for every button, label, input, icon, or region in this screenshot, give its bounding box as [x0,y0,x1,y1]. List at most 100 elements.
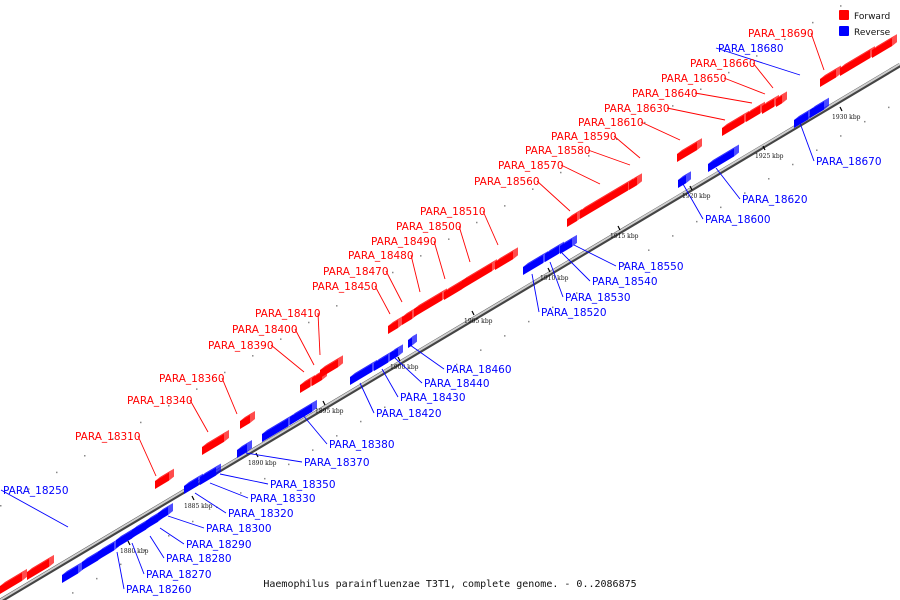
gene-label-para_18440[interactable]: PARA_18440 [424,378,490,390]
gene-label-para_18640[interactable]: PARA_18640 [632,88,698,100]
guide-dot [252,355,254,357]
guide-dot [336,435,338,437]
guide-dot [696,220,698,223]
gene-label-para_18560[interactable]: PARA_18560 [474,176,540,188]
reverse-gene-block [158,503,173,521]
gene-label-para_18690[interactable]: PARA_18690 [748,28,814,40]
gene-label-para_18470[interactable]: PARA_18470 [323,266,389,278]
gene-label-para_18330[interactable]: PARA_18330 [250,493,316,505]
leader-line [194,492,227,514]
gene-label-para_18350[interactable]: PARA_18350 [270,479,336,491]
gene-label-para_18550[interactable]: PARA_18550 [618,261,684,273]
guide-dot [0,505,2,507]
leader-line [666,107,726,121]
gene-label-para_18410[interactable]: PARA_18410 [255,308,321,320]
guide-dot [504,335,506,337]
guide-dot [504,205,506,207]
scale-tick-label: 1910 kbp [540,275,569,282]
gene-label-para_18500[interactable]: PARA_18500 [396,221,462,233]
gene-label-para_18530[interactable]: PARA_18530 [565,292,631,304]
gene-label-para_18680[interactable]: PARA_18680 [718,43,784,55]
guide-dot [840,135,842,137]
axis-line [0,63,900,600]
leader-line [409,344,445,370]
scale-tick-label: 1900 kbp [390,364,419,371]
scale-ticks: 1880 kbp 1885 kbp 1890 kbp 1895 kbp 1900 kbp… [120,106,861,555]
gene-label-para_18430[interactable]: PARA_18430 [400,392,466,404]
gene-label-para_18390[interactable]: PARA_18390 [208,340,274,352]
guide-dot [888,106,890,109]
gene-label-para_18610[interactable]: PARA_18610 [578,117,644,129]
gene-label-para_18420[interactable]: PARA_18420 [376,408,442,420]
forward-gene-block [202,429,229,455]
leader-line [549,261,564,298]
guide-dot [744,192,746,194]
gene-label-para_18450[interactable]: PARA_18450 [312,281,378,293]
gene-label-para_18510[interactable]: PARA_18510 [420,206,486,218]
leader-line [723,77,766,95]
guide-dot [816,149,818,151]
forward-gene-block [872,34,897,58]
gene-label-para_18600[interactable]: PARA_18600 [705,214,771,226]
gene-label-para_18280[interactable]: PARA_18280 [166,553,232,565]
guide-dot [224,371,226,374]
guide-dot [784,38,786,41]
gene-label-para_18650[interactable]: PARA_18650 [661,73,727,85]
guide-dot [112,438,114,440]
guide-dot [448,238,450,240]
gene-label-para_18270[interactable]: PARA_18270 [146,569,212,581]
reverse-gene-block [523,251,548,275]
guide-dot [312,449,314,451]
guide-dot [552,306,554,309]
scale-tick-mark [547,267,551,273]
gene-blocks [0,34,897,594]
gene-label-para_18320[interactable]: PARA_18320 [228,508,294,520]
gene-label-para_18570[interactable]: PARA_18570 [498,160,564,172]
scale-tick-label: 1915 kbp [610,233,639,240]
leader-line [149,535,165,559]
leader-line [573,244,617,267]
gene-label-para_18250[interactable]: PARA_18250 [3,485,69,497]
gene-label-para_18290[interactable]: PARA_18290 [186,539,252,551]
gene-label-para_18520[interactable]: PARA_18520 [541,307,607,319]
gene-label-para_18300[interactable]: PARA_18300 [206,523,272,535]
gene-label-para_18380[interactable]: PARA_18380 [329,439,395,451]
gene-label-para_18670[interactable]: PARA_18670 [816,156,882,168]
guide-dot [728,71,730,74]
guide-dot [384,406,386,409]
legend: Forward Reverse [839,10,891,38]
gene-label-para_18590[interactable]: PARA_18590 [551,131,617,143]
guide-dot [528,320,530,323]
leader-line [270,344,305,373]
scale-tick-label: 1885 kbp [184,503,213,510]
gene-label-para_18310[interactable]: PARA_18310 [75,431,141,443]
gene-label-para_18480[interactable]: PARA_18480 [348,250,414,262]
gene-label-para_18460[interactable]: PARA_18460 [446,364,512,376]
leader-line [587,149,631,166]
guide-dot [420,255,422,257]
guide-dot [288,463,290,466]
guide-dot [72,592,74,594]
gene-label-para_18490[interactable]: PARA_18490 [371,236,437,248]
gene-labels: PARA_18250 PARA_18260 PARA_18270 PARA_18280… [3,28,882,596]
guide-dot [476,221,478,224]
gene-label-para_18540[interactable]: PARA_18540 [592,276,658,288]
gene-label-para_18260[interactable]: PARA_18260 [126,584,192,596]
gene-label-para_18360[interactable]: PARA_18360 [159,373,225,385]
guide-dot [264,477,266,480]
gene-label-para_18580[interactable]: PARA_18580 [525,145,591,157]
guide-dot [480,349,482,351]
gene-label-para_18400[interactable]: PARA_18400 [232,324,298,336]
gene-label-para_18620[interactable]: PARA_18620 [742,194,808,206]
guide-dot [392,271,394,274]
reverse-gene-block [200,463,221,485]
gene-label-para_18660[interactable]: PARA_18660 [690,58,756,70]
gene-label-para_18340[interactable]: PARA_18340 [127,395,193,407]
gene-label-para_18630[interactable]: PARA_18630 [604,103,670,115]
map-title: Haemophilus parainfluenzae T3T1, complet… [263,579,636,590]
gene-label-para_18370[interactable]: PARA_18370 [304,457,370,469]
scale-tick-mark [689,185,693,191]
leader-line [385,270,403,303]
leader-line [359,382,375,414]
